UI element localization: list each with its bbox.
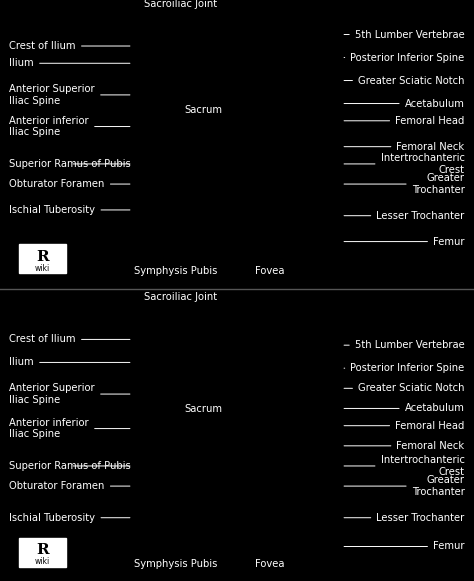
Text: Sacrum: Sacrum	[185, 404, 223, 414]
Text: Femoral Head: Femoral Head	[344, 116, 465, 126]
Text: Sacroiliac Joint: Sacroiliac Joint	[144, 292, 217, 302]
Text: wiki: wiki	[35, 557, 50, 566]
FancyBboxPatch shape	[19, 245, 66, 273]
Text: Greater
Trochanter: Greater Trochanter	[344, 475, 465, 497]
Text: 5th Lumber Vertebrae: 5th Lumber Vertebrae	[344, 30, 465, 40]
Text: Intertrochanteric
Crest: Intertrochanteric Crest	[344, 455, 465, 477]
Text: Intertrochanteric
Crest: Intertrochanteric Crest	[344, 153, 465, 175]
Text: Sacroiliac Joint: Sacroiliac Joint	[144, 0, 217, 9]
Text: Anterior inferior
Iliac Spine: Anterior inferior Iliac Spine	[9, 116, 130, 137]
Text: Femur: Femur	[344, 541, 465, 551]
Text: Acetabulum: Acetabulum	[344, 99, 465, 109]
Text: Posterior Inferior Spine: Posterior Inferior Spine	[344, 52, 465, 63]
Text: Ischial Tuberosity: Ischial Tuberosity	[9, 205, 130, 215]
Text: R: R	[36, 249, 49, 264]
Text: Femoral Neck: Femoral Neck	[344, 441, 465, 451]
Text: Femoral Neck: Femoral Neck	[344, 142, 465, 152]
Text: Greater
Trochanter: Greater Trochanter	[344, 173, 465, 195]
Text: R: R	[36, 543, 49, 557]
Text: Obturator Foramen: Obturator Foramen	[9, 481, 130, 491]
Text: Superior Ramus of Pubis: Superior Ramus of Pubis	[9, 461, 131, 471]
FancyBboxPatch shape	[19, 538, 66, 566]
Text: wiki: wiki	[35, 264, 50, 272]
Text: Anterior inferior
Iliac Spine: Anterior inferior Iliac Spine	[9, 418, 130, 439]
Text: Crest of Ilium: Crest of Ilium	[9, 335, 130, 345]
Text: Superior Ramus of Pubis: Superior Ramus of Pubis	[9, 159, 131, 169]
Text: Femur: Femur	[344, 236, 465, 246]
Text: Ilium: Ilium	[9, 357, 130, 367]
Text: Anterior Superior
Iliac Spine: Anterior Superior Iliac Spine	[9, 84, 130, 106]
Text: Ilium: Ilium	[9, 58, 130, 69]
Text: Fovea: Fovea	[255, 266, 285, 276]
Text: Lesser Trochanter: Lesser Trochanter	[344, 512, 465, 523]
Text: 5th Lumber Vertebrae: 5th Lumber Vertebrae	[344, 340, 465, 350]
Text: Symphysis Pubis: Symphysis Pubis	[134, 560, 217, 569]
Text: Lesser Trochanter: Lesser Trochanter	[344, 211, 465, 221]
Text: Greater Sciatic Notch: Greater Sciatic Notch	[344, 76, 465, 85]
Text: Ischial Tuberosity: Ischial Tuberosity	[9, 512, 130, 523]
Text: Obturator Foramen: Obturator Foramen	[9, 179, 130, 189]
Text: Anterior Superior
Iliac Spine: Anterior Superior Iliac Spine	[9, 383, 130, 405]
Text: Symphysis Pubis: Symphysis Pubis	[134, 266, 217, 276]
Text: Greater Sciatic Notch: Greater Sciatic Notch	[344, 383, 465, 393]
Text: Acetabulum: Acetabulum	[344, 403, 465, 414]
Text: Femoral Head: Femoral Head	[344, 421, 465, 431]
Text: Sacrum: Sacrum	[185, 105, 223, 115]
Text: Posterior Inferior Spine: Posterior Inferior Spine	[344, 363, 465, 373]
Text: Fovea: Fovea	[255, 560, 285, 569]
Text: Crest of Ilium: Crest of Ilium	[9, 41, 130, 51]
